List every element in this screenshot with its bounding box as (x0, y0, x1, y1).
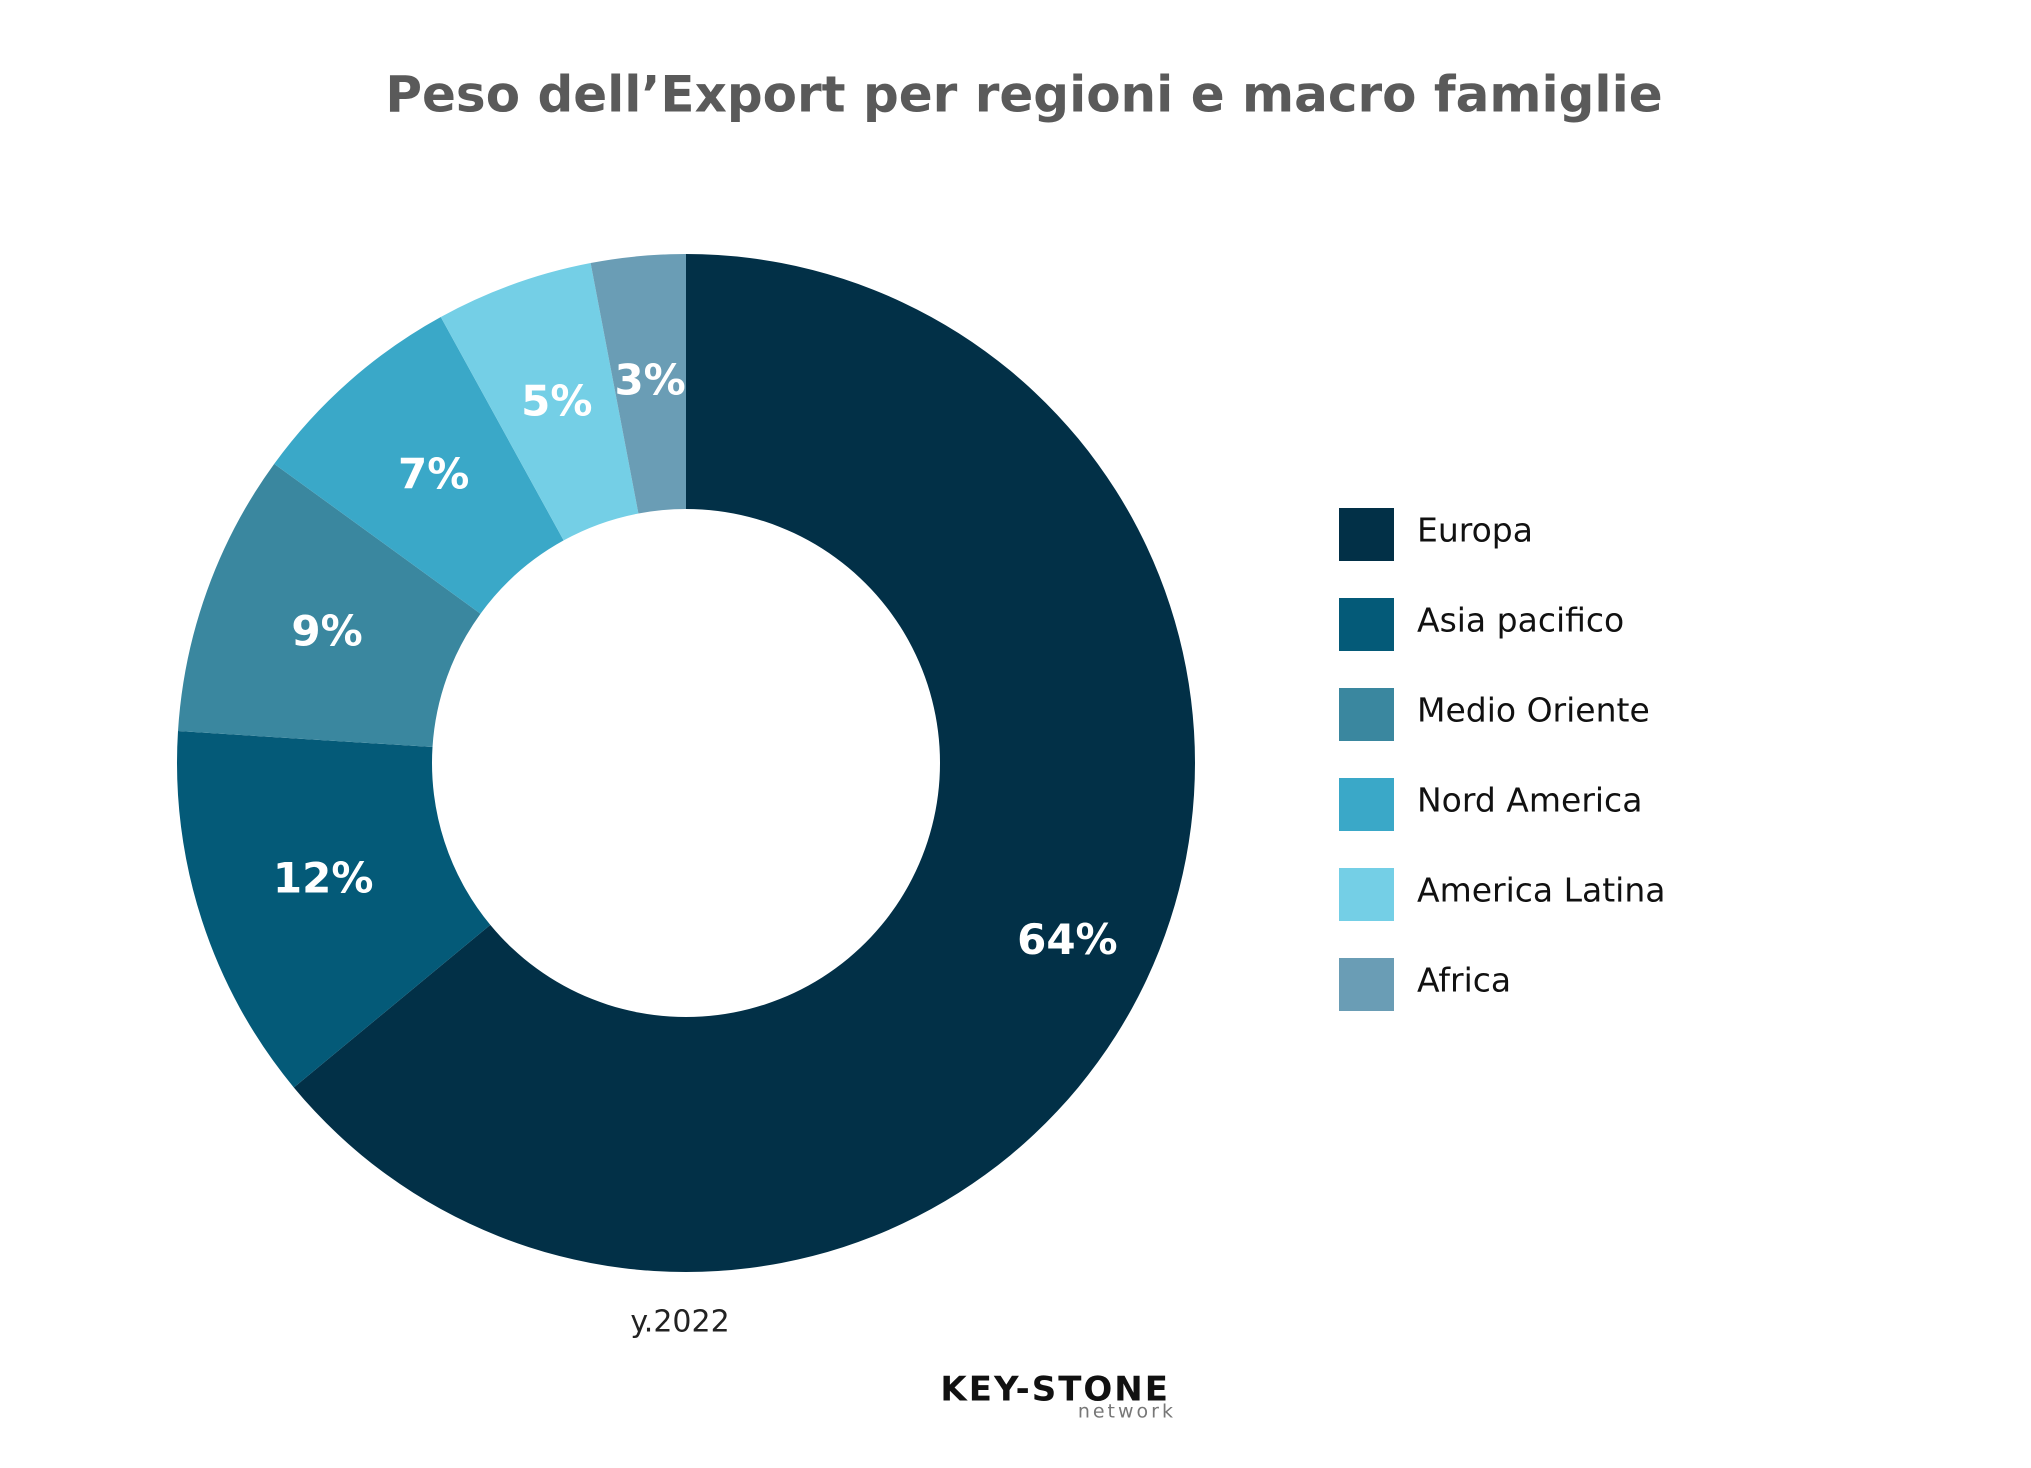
note: y.2022 (630, 1305, 729, 1340)
legend-swatch (1339, 958, 1394, 1011)
legend-label: Medio Oriente (1417, 691, 1650, 730)
donut-slice (590, 254, 686, 514)
legend-label: Asia pacifico (1417, 601, 1624, 640)
value-label: 5% (521, 377, 592, 426)
value-label: 3% (614, 356, 685, 405)
legend-label: Europa (1417, 511, 1533, 550)
donut-slice (176, 731, 491, 1088)
legend-label: Africa (1417, 961, 1511, 1000)
value-label: 64% (1017, 915, 1118, 964)
legend-label: Nord America (1417, 781, 1642, 820)
legend-swatch (1339, 688, 1394, 741)
legend-swatch (1339, 778, 1394, 831)
chart-title: Peso dell’Export per regioni e macro fam… (385, 66, 1662, 124)
legend-swatch (1339, 598, 1394, 651)
logo-name: KEY-STONE (940, 1370, 1170, 1410)
donut-slice (440, 263, 639, 541)
logo-sub: network (1078, 1401, 1176, 1423)
legend-label: America Latina (1417, 871, 1665, 910)
donut-slice (293, 254, 1195, 1272)
value-label: 9% (291, 606, 362, 655)
legend-swatch (1339, 508, 1394, 561)
donut-slice (274, 316, 564, 614)
donut-slice (178, 463, 481, 748)
value-label: 12% (273, 853, 374, 902)
value-label: 7% (398, 449, 469, 498)
legend-swatch (1339, 868, 1394, 921)
